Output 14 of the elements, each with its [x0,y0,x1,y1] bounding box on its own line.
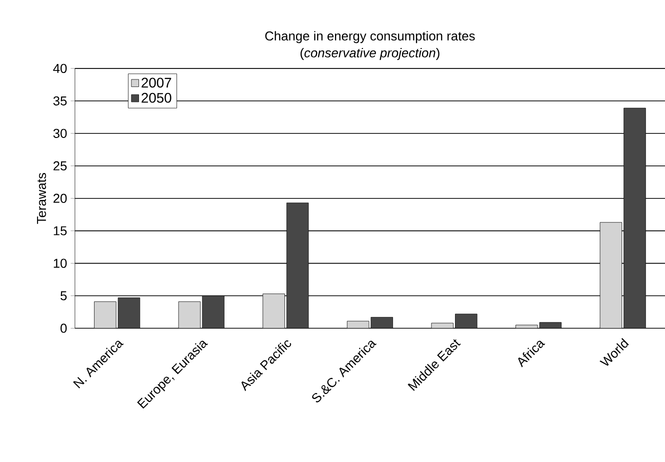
chart-subtitle: (conservative projection) [300,48,440,60]
y-tick-label: 30 [53,128,67,138]
y-tick-label: 10 [54,258,67,268]
y-tick-label: 35 [53,96,67,106]
y-tick-label: 5 [60,291,67,300]
y-tick-label: 15 [54,226,67,236]
y-tick-label: 40 [53,64,67,73]
chart-title: Change in energy consumption rates [265,31,475,44]
legend-label: 2007 [142,78,172,88]
y-tick-label: 25 [54,161,67,170]
legend-label: 2050 [142,92,172,103]
y-tick-label: 20 [54,194,67,203]
y-axis-title: Terawats [37,172,46,224]
y-tick-label: 0 [60,324,67,333]
